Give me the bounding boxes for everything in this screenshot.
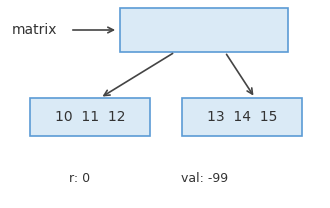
- Text: 10  11  12: 10 11 12: [55, 110, 125, 124]
- Text: r: 0: r: 0: [69, 172, 90, 184]
- Bar: [30, 98, 150, 136]
- Text: 13  14  15: 13 14 15: [207, 110, 277, 124]
- Bar: [120, 8, 288, 52]
- Text: matrix: matrix: [12, 23, 57, 37]
- Bar: [182, 98, 302, 136]
- Text: val: -99: val: -99: [182, 172, 229, 184]
